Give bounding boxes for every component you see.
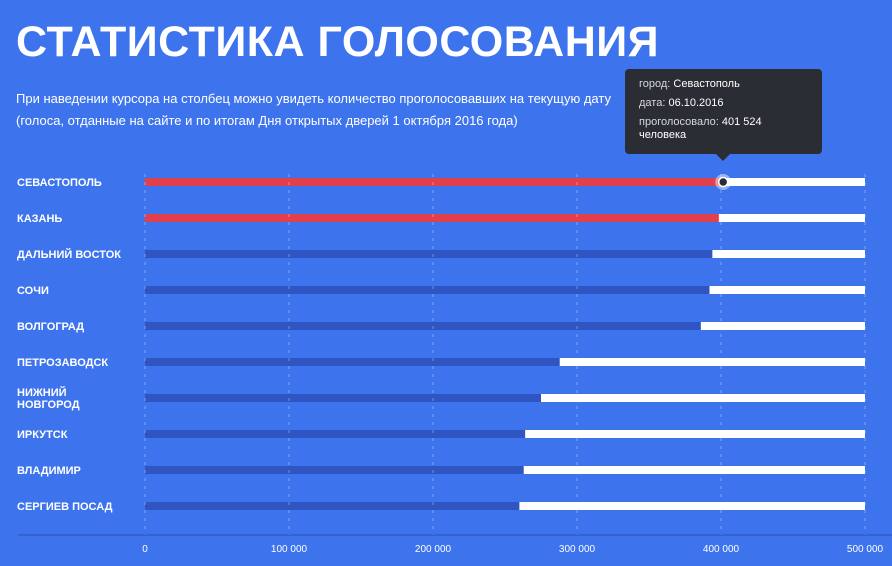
chart-description: При наведении курсора на столбец можно у… [16,88,626,132]
x-tick-label: 300 000 [559,544,596,555]
category-label: ДАЛЬНИЙ ВОСТОК [17,248,121,261]
category-label: СЕВАСТОПОЛЬ [17,177,102,189]
page-title: СТАТИСТИКА ГОЛОСОВАНИЯ [16,18,660,66]
category-label: СЕРГИЕВ ПОСАД [17,501,113,513]
category-label: ИРКУТСК [17,429,68,441]
bar[interactable] [145,250,713,258]
x-tick-label: 100 000 [271,544,308,555]
bar[interactable] [145,322,701,330]
tooltip-date-row: дата: 06.10.2016 [639,97,808,110]
x-tick-label: 400 000 [703,544,740,555]
tooltip-votes-row: проголосовало: 401 524 человека [639,116,808,142]
bar[interactable] [145,178,724,186]
bar[interactable] [145,214,719,222]
hover-marker [717,176,729,188]
bar-tooltip: город: Севастополь дата: 06.10.2016 прог… [625,69,822,154]
tooltip-city-label: город: [639,78,671,90]
tooltip-city-value: Севастополь [673,78,740,90]
bar[interactable] [145,502,520,510]
bar[interactable] [145,430,526,438]
bar[interactable] [145,394,541,402]
description-line-1: При наведении курсора на столбец можно у… [16,91,611,106]
bar[interactable] [145,286,710,294]
tooltip-pointer [716,154,730,161]
x-tick-label: 0 [142,544,148,555]
category-label: СОЧИ [17,285,49,297]
category-label: ВОЛГОГРАД [17,321,84,333]
category-label: ВЛАДИМИР [17,465,81,477]
bar[interactable] [145,358,560,366]
tooltip-date-value: 06.10.2016 [668,97,724,109]
tooltip-city-row: город: Севастополь [639,78,808,91]
x-tick-label: 200 000 [415,544,452,555]
bar[interactable] [145,466,524,474]
category-label: ПЕТРОЗАВОДСК [17,357,108,369]
tooltip-votes-label: проголосовало: [639,116,719,128]
x-tick-label: 500 000 [847,544,884,555]
category-label: НИЖНИЙ НОВГОРОД [17,386,80,411]
tooltip-date-label: дата: [639,97,666,109]
category-label: КАЗАНЬ [17,213,62,225]
tooltip-votes-unit: человека [639,129,687,141]
description-line-2: (голоса, отданные на сайте и по итогам Д… [16,113,518,128]
tooltip-votes-value: 401 524 [721,116,762,128]
